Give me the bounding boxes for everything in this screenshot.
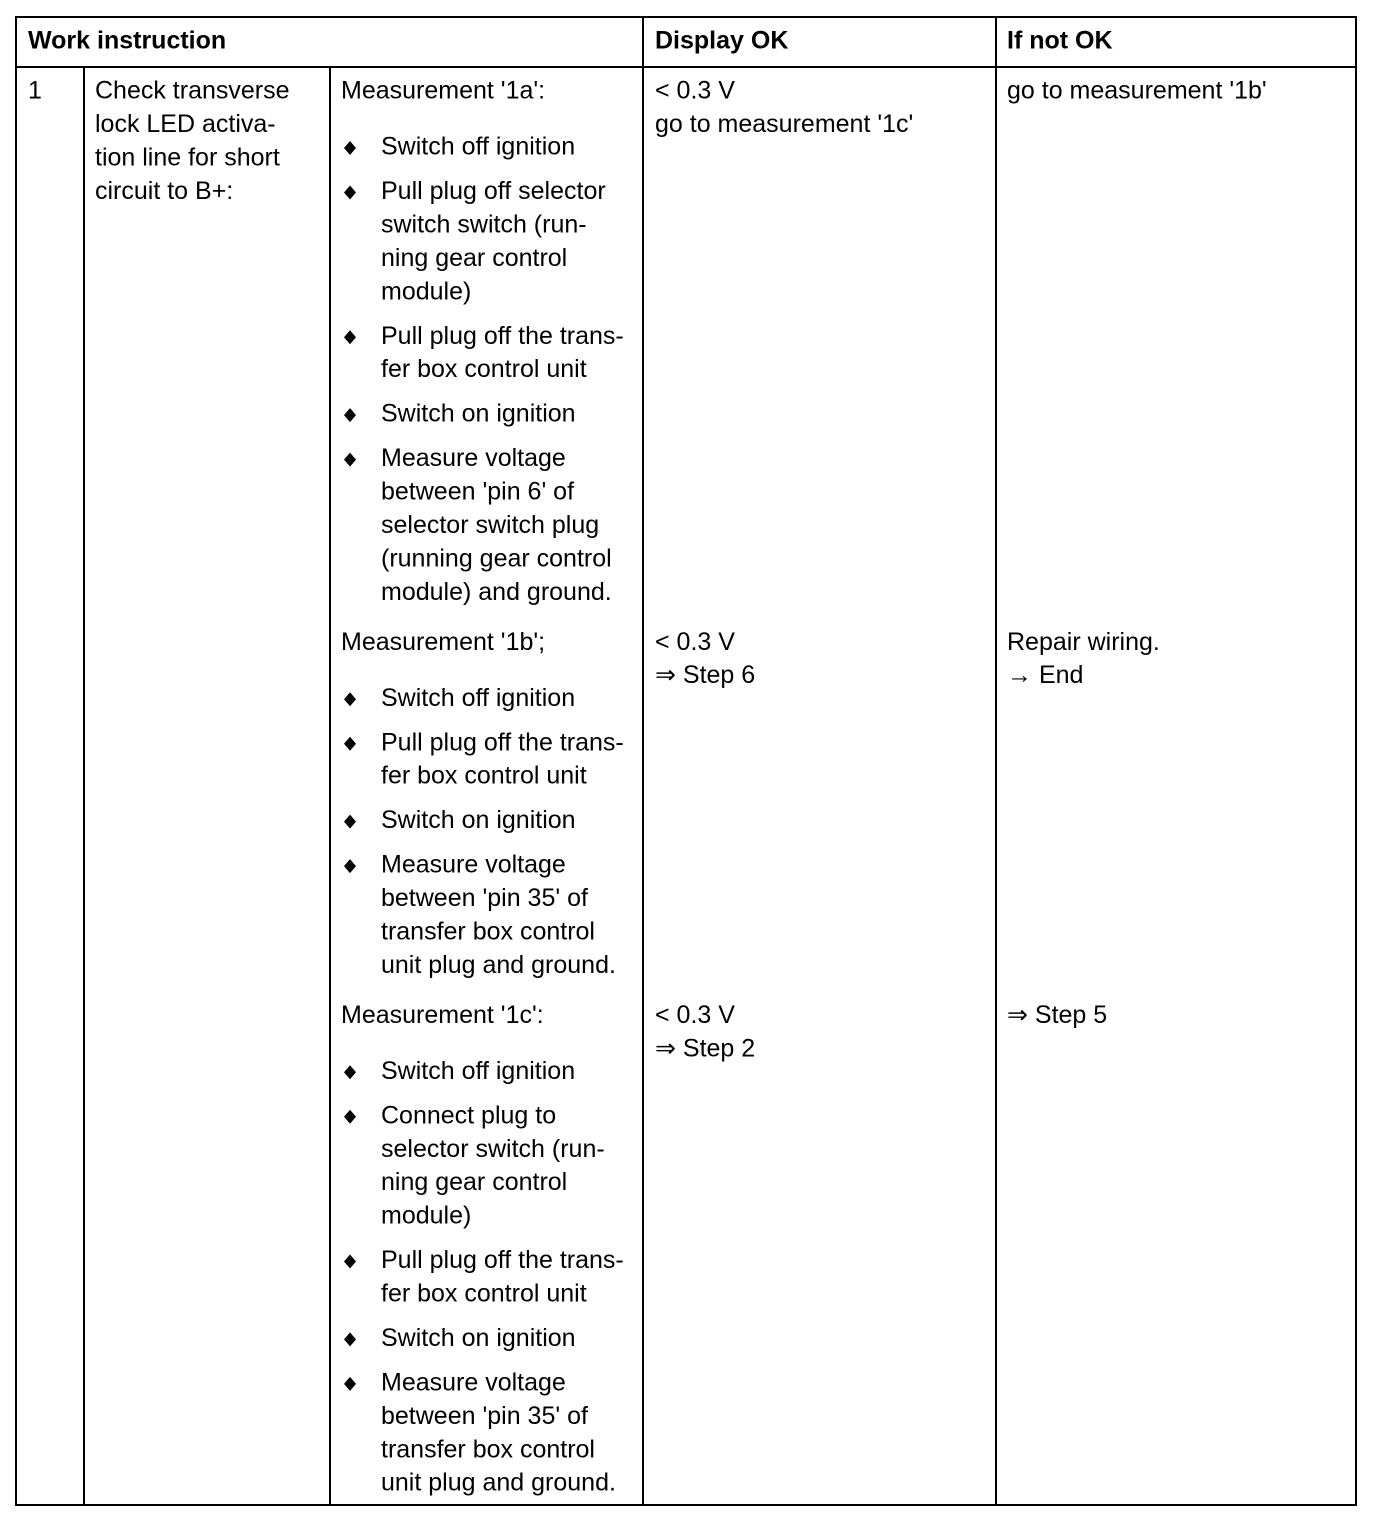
bullet-icon: [344, 185, 356, 200]
bullet-line: Measure voltage: [381, 851, 566, 879]
bullet-line: Switch on ignition: [381, 1324, 576, 1352]
bullet-line: selector switch plug: [381, 511, 599, 539]
measurement-title: Measurement '1c':: [341, 1001, 544, 1029]
measurement-title: Measurement '1b';: [341, 628, 545, 656]
task-line: circuit to B+:: [95, 177, 233, 205]
bullet-line: fer box control unit: [381, 355, 587, 383]
bullet-icon: [344, 1109, 356, 1124]
if-not-ok-line: go to measurement '1b': [1007, 77, 1267, 105]
bullet-icon: [344, 859, 356, 874]
bullet-line: Measure voltage: [381, 444, 566, 472]
bullet-icon: [344, 141, 356, 155]
bullet-line: unit plug and ground.: [381, 951, 616, 979]
bullet-line: module): [381, 277, 471, 305]
bullet-icon: [344, 1376, 356, 1391]
bullet-line: ning gear control: [381, 244, 567, 272]
task-line: tion line for short: [95, 143, 280, 171]
bullet-icon: [344, 408, 356, 423]
bullet-line: transfer box control: [381, 1435, 595, 1463]
task-line: lock LED activa-: [95, 110, 276, 138]
bullet-icon: [344, 736, 356, 751]
bullet-line: (running gear control: [381, 544, 612, 572]
bullet-icon: [344, 1065, 356, 1080]
bullet-line: Pull plug off the trans-: [381, 322, 624, 350]
header-cell: Work instruction: [28, 27, 226, 55]
bullet-line: Switch off ignition: [381, 684, 575, 712]
step-number: 1: [28, 77, 42, 105]
header-cell: If not OK: [1007, 27, 1113, 55]
display-ok-line: go to measurement '1c': [655, 110, 913, 138]
bullet-line: Switch off ignition: [381, 1057, 575, 1085]
display-ok-line: < 0.3 V: [655, 628, 735, 656]
bullet-line: Pull plug off selector: [381, 177, 606, 205]
display-ok-line: ⇒ Step 2: [655, 1034, 755, 1062]
bullet-line: fer box control unit: [381, 762, 587, 790]
bullet-line: Switch on ignition: [381, 806, 576, 834]
bullet-line: between 'pin 35' of: [381, 1402, 588, 1430]
bullet-line: between 'pin 35' of: [381, 884, 588, 912]
bullet-line: switch switch (run-: [381, 211, 587, 239]
bullet-line: Measure voltage: [381, 1369, 566, 1397]
bullet-icon: [344, 330, 356, 345]
bullet-icon: [344, 1332, 356, 1347]
bullet-line: Connect plug to: [381, 1101, 556, 1129]
bullet-line: module): [381, 1202, 471, 1230]
if-not-ok-line: ⇒ Step 5: [1007, 1001, 1107, 1029]
bullet-line: fer box control unit: [381, 1280, 587, 1308]
bullet-line: selector switch (run-: [381, 1135, 605, 1163]
bullet-line: Switch off ignition: [381, 133, 575, 161]
header-cell: Display OK: [655, 27, 788, 55]
bullet-line: ning gear control: [381, 1168, 567, 1196]
bullet-line: Pull plug off the trans-: [381, 728, 624, 756]
bullet-line: module) and ground.: [381, 578, 612, 606]
display-ok-line: < 0.3 V: [655, 77, 735, 105]
bullet-line: Pull plug off the trans-: [381, 1246, 624, 1274]
bullet-icon: [344, 1254, 356, 1269]
if-not-ok-line: Repair wiring.: [1007, 628, 1160, 656]
bullet-line: Switch on ignition: [381, 400, 576, 428]
bullet-line: between 'pin 6' of: [381, 478, 574, 506]
measurement-title: Measurement '1a':: [341, 77, 545, 105]
table-border: [15, 16, 1357, 1506]
display-ok-line: < 0.3 V: [655, 1001, 735, 1029]
bullet-icon: [344, 692, 356, 707]
if-not-ok-line: → End: [1007, 661, 1083, 689]
display-ok-line: ⇒ Step 6: [655, 661, 755, 689]
task-line: Check transverse: [95, 77, 290, 105]
bullet-icon: [344, 452, 356, 467]
bullet-icon: [344, 814, 356, 829]
bullet-line: transfer box control: [381, 918, 595, 946]
bullet-line: unit plug and ground.: [381, 1469, 616, 1497]
